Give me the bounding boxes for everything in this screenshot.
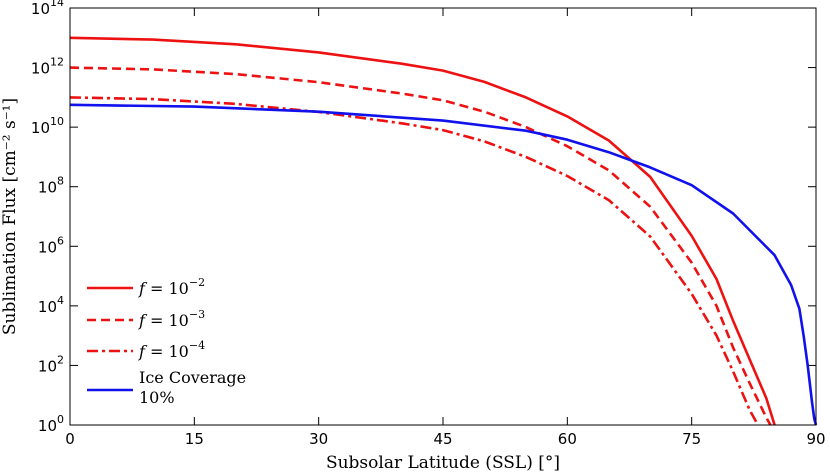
x-tick-label: 45 — [433, 430, 452, 448]
series-line-3 — [69, 96, 760, 426]
y-tick-label: 102 — [38, 353, 64, 375]
series-line-1 — [69, 36, 776, 426]
x-tick-label: 30 — [309, 430, 328, 448]
x-tick-label: 15 — [185, 430, 204, 448]
x-tick-label: 90 — [806, 430, 825, 448]
y-tick-label: 100 — [38, 413, 64, 435]
x-tick-label: 75 — [682, 430, 701, 448]
x-tick-label: 0 — [65, 430, 75, 448]
legend-label-2: f = 10−3 — [138, 308, 205, 330]
y-tick-label: 104 — [38, 294, 64, 316]
plot-series — [69, 36, 818, 426]
legend-label-4: Ice Coverage — [139, 368, 246, 387]
legend-label-1: f = 10−2 — [138, 276, 205, 298]
x-tick-label: 60 — [558, 430, 577, 448]
legend-label-4-line2: 10% — [139, 388, 175, 407]
plot-frame — [69, 7, 817, 426]
y-axis-label: Sublimation Flux [cm⁻² s⁻¹] — [0, 98, 20, 335]
x-axis-label: Subsolar Latitude (SSL) [°] — [326, 453, 560, 473]
x-tick-labels: 0 15 30 45 60 75 90 — [65, 430, 825, 448]
legend-label-3: f = 10−4 — [138, 339, 205, 361]
y-tick-labels: 100 102 104 106 108 1010 1012 1014 — [31, 0, 64, 435]
y-tick-label: 1012 — [31, 56, 64, 78]
series-line-4 — [69, 103, 818, 426]
y-tick-label: 1014 — [31, 0, 64, 18]
y-tick-label: 1010 — [31, 115, 64, 137]
y-tick-label: 106 — [38, 234, 64, 256]
y-tick-label: 108 — [38, 175, 64, 197]
series-line-2 — [69, 66, 772, 426]
